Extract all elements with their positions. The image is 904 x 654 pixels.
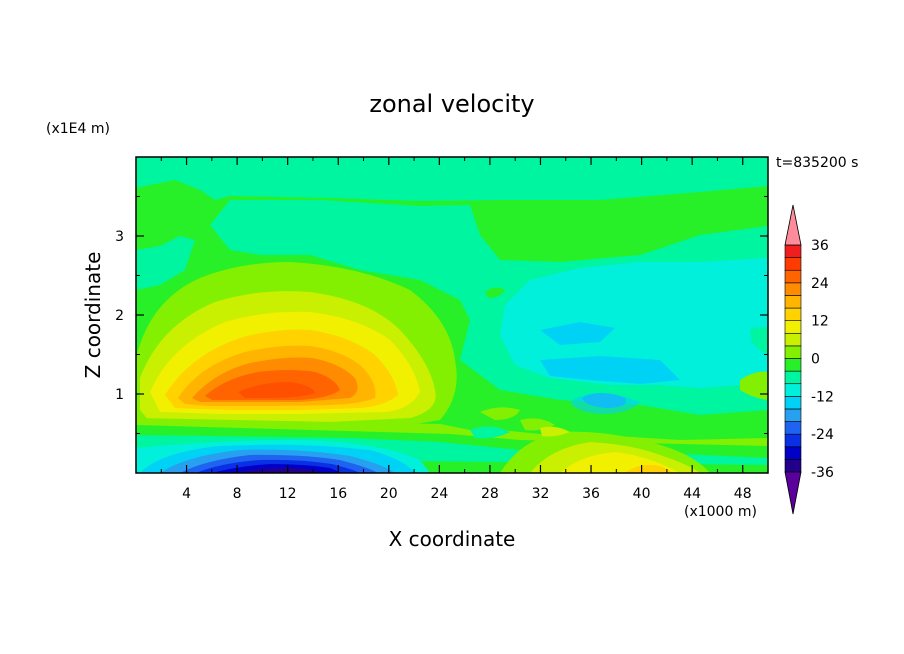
contour-middle-detail-1 [480, 407, 520, 420]
contour-inner-cyan [540, 322, 615, 345]
x-axis-label: X coordinate [389, 527, 516, 551]
colorbar-tick-label: 12 [811, 314, 829, 330]
x-tick-label: 36 [582, 486, 600, 502]
x-tick-label: 16 [329, 486, 347, 502]
contour-right-edge-patch-3 [750, 326, 768, 355]
contour-negative-ring [570, 393, 640, 414]
colorbar-min-arrow [784, 471, 802, 515]
colorbar-box [784, 433, 802, 448]
colorbar-box [784, 295, 802, 309]
colorbar-box [784, 345, 802, 359]
colorbar-box [784, 383, 802, 397]
colorbar-tick-label: -36 [811, 465, 834, 481]
x-tick-label: 40 [633, 486, 651, 502]
contour-top-band [136, 157, 768, 201]
colorbar-box [784, 370, 802, 385]
x-tick-label: 20 [380, 486, 398, 502]
colorbar-box [784, 421, 802, 435]
y-tick-label: 2 [115, 308, 124, 324]
contour-middle-detail-4 [540, 426, 570, 437]
x-tick-label: 44 [683, 486, 701, 502]
colorbar-box [784, 269, 802, 284]
colorbar-box [784, 307, 802, 321]
x-tick-label: 12 [279, 486, 297, 502]
colorbar-box [784, 320, 802, 334]
colorbar-box [784, 408, 802, 422]
colorbar-tick-label: 0 [811, 352, 820, 368]
colorbar-box [784, 244, 802, 258]
time-label: t=835200 s [776, 155, 858, 171]
contour-lower-right-pos-4 [625, 464, 672, 473]
y-tick-label: 3 [115, 229, 124, 245]
contour-field [136, 157, 768, 473]
colorbar-tick-label: -12 [811, 389, 834, 405]
contour-right-edge-patch-2 [715, 414, 768, 434]
contour-neg-28 [235, 468, 322, 473]
x-tick-label: 8 [233, 486, 242, 502]
colorbar-box [784, 446, 802, 460]
contour-right-edge-patch-1 [740, 371, 768, 400]
colorbar-box [784, 282, 802, 296]
colorbar-box [784, 459, 802, 473]
chart-title: zonal velocity [369, 90, 534, 118]
colorbar-box [784, 332, 802, 347]
colorbar-box [784, 396, 802, 410]
y-tick-label: 1 [115, 387, 124, 403]
x-tick-label: 32 [532, 486, 550, 502]
x-axis-ticks: 4 8 12 16 20 24 28 32 36 40 44 48 [160, 157, 752, 502]
y-axis-label: Z coordinate [81, 252, 105, 379]
colorbar: 36 24 12 0 -12 -24 -36 [784, 204, 834, 515]
x-tick-label: 4 [182, 486, 191, 502]
colorbar-tick-label: 24 [811, 276, 829, 292]
contour-cyan-region [500, 258, 768, 388]
colorbar-max-arrow [784, 204, 802, 246]
y-axis-ticks: 1 2 3 [115, 196, 768, 434]
colorbar-box [784, 358, 802, 372]
colorbar-tick-label: -24 [811, 427, 834, 443]
y-unit-label: (x1E4 m) [46, 121, 110, 137]
contour-upper-mid-patch [485, 287, 505, 298]
x-tick-label: 28 [481, 486, 499, 502]
x-tick-label: 48 [734, 486, 752, 502]
x-unit-label: (x1000 m) [684, 504, 757, 520]
contour-inner-cyan-2 [540, 356, 680, 384]
x-tick-label: 24 [430, 486, 448, 502]
contour-left-patch [136, 236, 195, 290]
colorbar-tick-label: 36 [811, 238, 829, 254]
colorbar-box [784, 257, 802, 271]
contour-pos-32 [238, 382, 315, 398]
contour-middle-detail-2 [470, 426, 510, 439]
